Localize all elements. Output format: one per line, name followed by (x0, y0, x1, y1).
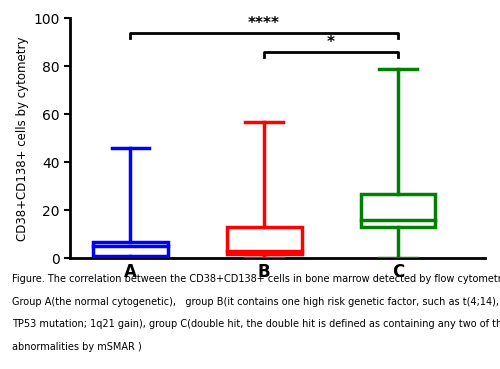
Bar (360, 193, 436, 227)
Bar (226, 227, 302, 254)
Text: abnormalities by mSMAR ): abnormalities by mSMAR ) (12, 342, 142, 352)
Text: ****: **** (248, 16, 280, 31)
Text: Group A(the normal cytogenetic),   group B(it contains one high risk genetic fac: Group A(the normal cytogenetic), group B… (12, 297, 500, 307)
Text: Figure. The correlation between the CD38+CD138+ cells in bone marrow detected by: Figure. The correlation between the CD38… (12, 274, 500, 284)
Text: TP53 mutation; 1q21 gain), group C(double hit, the double hit is defined as cont: TP53 mutation; 1q21 gain), group C(doubl… (12, 320, 500, 330)
Y-axis label: CD38+CD138+ cells by cytometry: CD38+CD138+ cells by cytometry (16, 36, 29, 241)
Bar (93, 241, 168, 256)
Text: *: * (327, 35, 335, 50)
